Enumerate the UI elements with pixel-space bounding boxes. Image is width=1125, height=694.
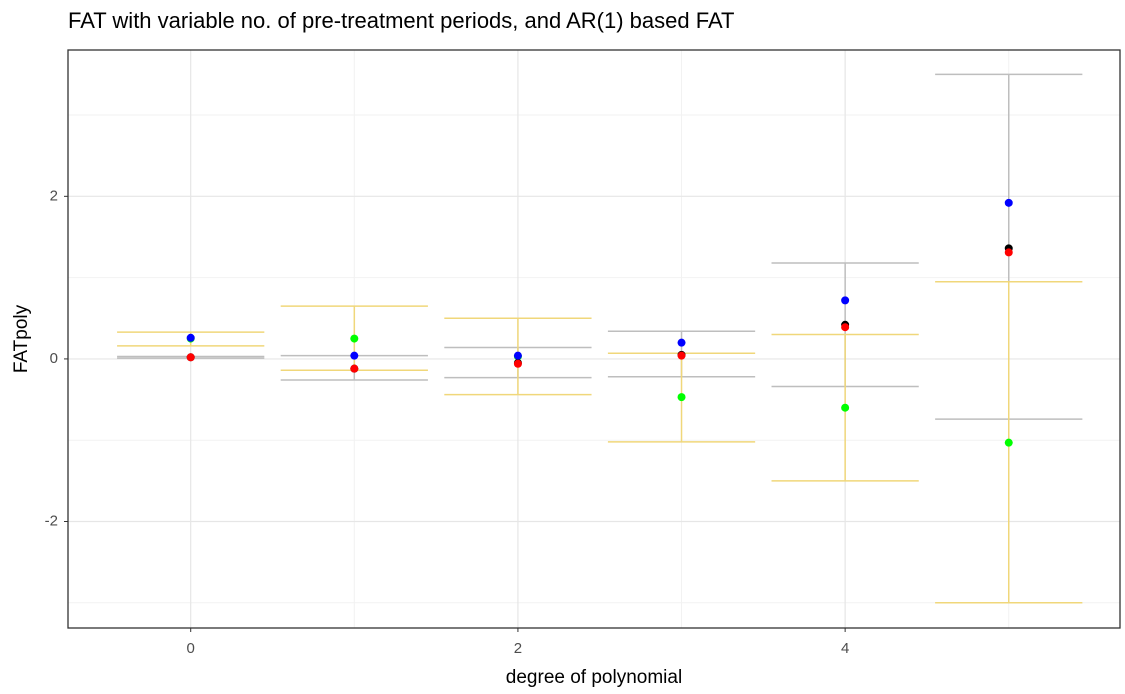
point	[186, 353, 195, 362]
point	[513, 359, 522, 368]
y-tick-label: 2	[50, 187, 58, 204]
point	[841, 323, 850, 332]
chart-title: FAT with variable no. of pre-treatment p…	[68, 8, 734, 33]
y-axis-label: FATpoly	[11, 304, 32, 373]
point	[1004, 438, 1013, 447]
point	[350, 364, 359, 373]
point	[677, 338, 686, 347]
point	[1004, 248, 1013, 257]
point	[513, 351, 522, 360]
y-tick-label: 0	[50, 350, 58, 367]
x-tick-label: 4	[841, 640, 849, 657]
x-tick-label: 0	[187, 640, 195, 657]
point	[186, 333, 195, 342]
panel-border	[67, 49, 1121, 629]
point	[841, 296, 850, 305]
x-tick-label: 2	[514, 640, 522, 657]
point	[1004, 198, 1013, 207]
point	[350, 351, 359, 360]
point	[677, 393, 686, 402]
y-tick-label: -2	[45, 512, 58, 529]
x-axis-label: degree of polynomial	[506, 667, 682, 688]
point	[350, 334, 359, 343]
point	[841, 403, 850, 412]
point	[677, 351, 686, 360]
